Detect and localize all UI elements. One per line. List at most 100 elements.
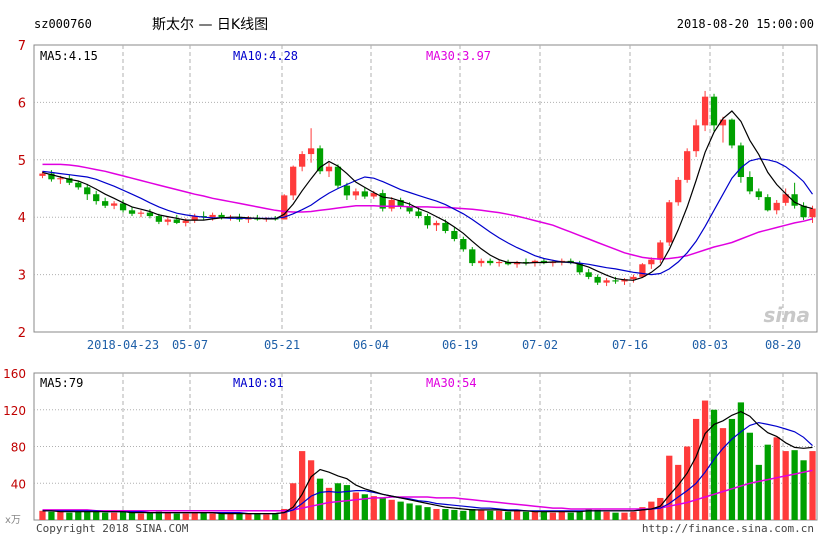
candle-body (299, 154, 306, 167)
candle-body (746, 177, 753, 192)
volume-bar (639, 507, 646, 520)
volume-bar (728, 418, 736, 520)
candle-body (182, 220, 189, 223)
volume-bar (657, 497, 664, 520)
candle-body (164, 219, 171, 222)
price-x-tick: 2018-04-23 (87, 338, 159, 352)
candle-body (504, 261, 512, 265)
volume-bar (218, 513, 225, 520)
legend-ma30: MA30:3.97 (426, 49, 491, 63)
volume-bar (182, 513, 189, 520)
volume-bar (684, 446, 691, 520)
price-y-tick: 7 (18, 39, 26, 54)
candle-body (719, 119, 727, 126)
candle-body (406, 206, 413, 212)
candle-body (710, 96, 718, 126)
volume-y-ticks: 40 80 120 160 (3, 367, 26, 491)
volume-bar (585, 508, 592, 520)
price-panel-frame (33, 44, 818, 333)
candle-body (66, 178, 73, 183)
price-y-tick: 2 (18, 326, 26, 341)
candle-body (397, 199, 404, 207)
candle-body (460, 239, 467, 250)
candle-body (245, 218, 252, 220)
candle-body (666, 202, 673, 243)
price-x-ticks: 2018-04-23 05-07 05-21 06-04 06-19 07-02 07-16… (87, 338, 801, 352)
volume-bar (343, 485, 351, 520)
volume-bar (800, 460, 807, 520)
candle-body (594, 276, 601, 283)
candle-body (585, 272, 592, 277)
volume-bar (57, 511, 64, 520)
volume-y-tick: 40 (11, 477, 26, 491)
candle-body (800, 205, 807, 218)
candle-body (146, 212, 154, 217)
volume-bar (128, 512, 136, 520)
volume-bar (764, 444, 771, 520)
candle-body (128, 210, 136, 214)
candle-body (782, 194, 789, 203)
candle-body (755, 191, 762, 198)
candle-body (343, 185, 351, 196)
candle-body (48, 173, 55, 180)
volume-bar (442, 508, 449, 520)
volume-bar (710, 409, 718, 520)
volume-bar (558, 511, 565, 520)
volume-bar (316, 478, 324, 520)
candles (39, 90, 816, 287)
candle-body (442, 222, 449, 231)
price-x-tick: 05-07 (172, 338, 208, 352)
volume-bar (612, 512, 619, 520)
volume-y-tick: 80 (11, 441, 26, 455)
volume-unit-label: x万 (5, 515, 21, 526)
volume-bar (415, 505, 422, 520)
volume-bar (388, 499, 395, 520)
volume-bar (290, 483, 297, 520)
volume-bar (809, 451, 816, 520)
volume-bar (102, 512, 109, 520)
candle-body (648, 259, 655, 265)
volume-bar (370, 496, 377, 520)
candle-body (218, 214, 225, 219)
volume-bar (299, 451, 306, 520)
price-x-tick: 05-21 (264, 338, 300, 352)
volume-bar (433, 508, 440, 520)
candle-body (809, 208, 816, 218)
volume-bar (75, 511, 82, 520)
legend-ma5: MA5:4.15 (40, 49, 98, 63)
volume-bar (84, 510, 91, 520)
candle-body (370, 193, 377, 197)
price-y-tick: 3 (18, 269, 26, 284)
volume-bar (48, 511, 55, 520)
candle-body (137, 212, 145, 214)
candle-body (209, 214, 216, 218)
volume-bar (675, 464, 682, 520)
volume-bar (281, 508, 288, 520)
chart-datetime: 2018-08-20 15:00:00 (677, 17, 814, 31)
volume-ma5-line (42, 410, 813, 515)
candle-body (93, 194, 100, 202)
volume-bar (549, 512, 556, 520)
candle-body (290, 166, 297, 196)
volume-bar (39, 510, 46, 520)
volume-bar (155, 511, 163, 520)
volume-bar (361, 494, 368, 520)
vol-legend-ma30: MA30:54 (426, 376, 477, 390)
price-y-tick: 5 (18, 154, 26, 169)
volume-bar (755, 464, 762, 520)
volume-bar (666, 455, 673, 520)
volume-bar (352, 492, 360, 520)
volume-bar (146, 512, 154, 520)
volume-bar (522, 511, 530, 520)
volume-bar (307, 460, 315, 520)
price-x-tick: 08-03 (692, 338, 728, 352)
candle-body (764, 197, 771, 211)
volume-bar (648, 501, 655, 520)
volume-bars (39, 400, 816, 520)
candle-body (110, 203, 118, 206)
price-x-tick: 06-04 (353, 338, 389, 352)
candle-body (281, 195, 288, 220)
volume-bar (137, 513, 145, 520)
candle-body (361, 191, 368, 197)
